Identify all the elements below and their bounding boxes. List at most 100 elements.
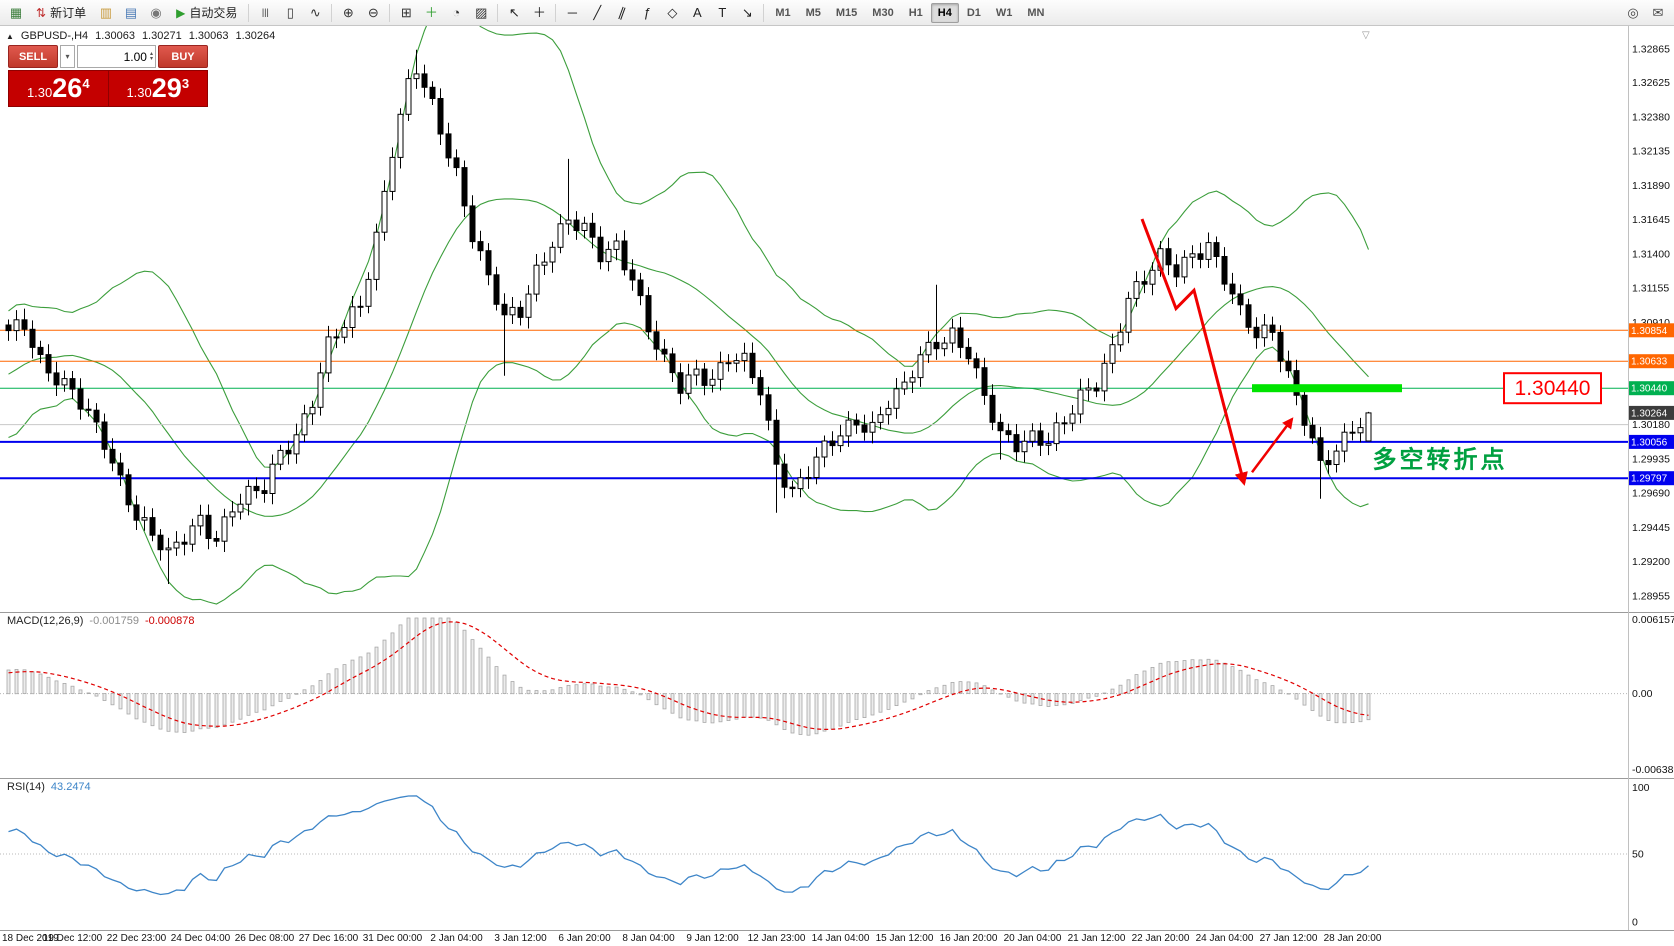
community-button[interactable]: ✉ [1646,2,1670,24]
templates-button[interactable]: ▨ [469,2,493,24]
zoom-out-button[interactable]: ⊖ [361,2,385,24]
ask-price-button[interactable]: 1.30 29 3 [109,71,208,106]
bull-candle [269,463,276,495]
bear-candle [213,538,220,542]
macd-histogram-bar [1166,661,1171,695]
draw-trendline-button[interactable]: ╱ [585,2,609,24]
new-chart-button[interactable]: ▦ [4,2,28,24]
new-indicator-icon: ＋ [424,5,438,20]
price-axis-tick: 1.32135 [1632,146,1670,158]
bull-candle [741,352,748,362]
toolbar-separator [763,3,765,22]
bear-candle [1229,283,1236,295]
bear-candle [789,486,796,490]
timeframe-mn-button[interactable]: MN [1020,3,1051,23]
candlestick-chart-button[interactable]: ▯ [278,2,302,24]
timeframe-m1-button[interactable]: M1 [768,3,797,23]
periods-button[interactable]: ◔ [444,2,468,24]
price-axis-tick: 1.32625 [1632,77,1670,89]
bid-price-button[interactable]: 1.30 26 4 [9,71,109,106]
alerts-button[interactable]: ◉ [144,2,168,24]
draw-arrows-icon: ↘ [741,5,753,20]
macd-histogram-bar [6,669,11,695]
draw-label-button[interactable]: T [710,2,734,24]
community-icon: ✉ [1652,5,1664,20]
sell-button[interactable]: SELL [8,45,58,68]
cursor-button[interactable]: ↖ [502,2,526,24]
macd-histogram-bar [622,688,627,695]
red-trend-arrow[interactable] [1140,218,1248,486]
autotrading-button[interactable]: ▶ 自动交易 [169,2,244,24]
timeframe-h4-button[interactable]: H4 [930,2,959,23]
draw-shapes-button[interactable]: ◇ [660,2,684,24]
stepper-down-icon[interactable]: ▾ [149,55,153,62]
macd-histogram-bar [1062,693,1067,706]
lot-stepper[interactable]: ▴ ▾ [149,50,153,62]
tile-windows-button[interactable]: ⊞ [394,2,418,24]
bear-candle [461,167,468,207]
pivot-point-annotation[interactable]: 多空转折点 [1373,446,1508,474]
buy-button[interactable]: BUY [158,45,208,68]
zoom-in-button[interactable]: ⊕ [336,2,360,24]
crosshair-button[interactable]: ＋ [527,2,551,24]
price-axis-tick: 1.29690 [1632,488,1670,500]
macd-histogram-bar [1182,660,1187,695]
bull-candle [317,372,324,408]
chart-shift-marker[interactable]: ▽ [1362,30,1370,41]
timeframe-m15-button[interactable]: M15 [829,3,864,23]
draw-hline-button[interactable]: ─ [560,2,584,24]
macd-axis-tick: 0.006157 [1632,614,1674,626]
profile-button[interactable]: ▤ [119,2,143,24]
bull-candle [557,223,564,248]
macd-pane[interactable]: 0.006157 0.00 -0.00638 [0,612,1674,778]
macd-histogram-bar [494,666,499,694]
price-badge-text: 1.30633 [1631,357,1668,368]
bull-candle [845,419,852,437]
lot-preset-dropdown[interactable]: ▾ [60,45,75,68]
time-axis[interactable]: 18 Dec 2019 19 Dec 12:00 22 Dec 23:00 24 De… [0,930,1674,946]
draw-channel-button[interactable]: ∥ [610,2,634,24]
draw-fibonacci-button[interactable]: ƒ [635,2,659,24]
macd-histogram-bar [830,693,835,730]
bull-candle [1029,430,1036,442]
macd-histogram-bar [270,693,275,707]
bear-candle [669,353,676,374]
search-button[interactable]: ◎ [1621,2,1645,24]
stepper-up-icon[interactable]: ▴ [149,50,153,57]
price-chart-pane[interactable]: ▽ 多空转折点 1.30440 1.32865 1.32625 1.32380 1.3213… [0,26,1674,612]
timeframe-w1-button[interactable]: W1 [989,3,1020,23]
macd-histogram-bar [518,686,523,695]
price-callout-box[interactable] [1503,372,1602,405]
timeframe-m5-button[interactable]: M5 [799,3,828,23]
rsi-pane[interactable]: 100 50 0 [0,778,1674,930]
draw-text-button[interactable]: A [685,2,709,24]
trade-panel-controls: SELL ▾ 1.00 ▴ ▾ BUY [8,45,208,68]
macd-axis-tick: -0.00638 [1632,764,1674,776]
bear-candle [653,331,660,350]
line-chart-button[interactable]: ∿ [303,2,327,24]
one-click-panel-toggle[interactable]: ▲ [6,31,14,41]
macd-histogram-bar [318,680,323,695]
crosshair-icon: ＋ [532,5,546,20]
new-order-icon: ⇅ [36,5,47,20]
timeframe-m30-button[interactable]: M30 [865,3,900,23]
price-badge-text: 1.30264 [1631,408,1668,419]
draw-arrows-button[interactable]: ↘ [735,2,759,24]
macd-histogram-bar [806,693,811,736]
support-highlight-bar[interactable] [1252,384,1402,393]
macd-histogram-bar [166,693,171,732]
red-bounce-arrow[interactable] [1251,417,1294,473]
symbol-period-label: GBPUSD-,H4 [20,30,89,42]
favorites-button[interactable]: ▥ [94,2,118,24]
bar-chart-button[interactable]: ||| [253,2,277,24]
price-badge-text: 1.30056 [1631,437,1668,448]
new-order-button[interactable]: ⇅ 新订单 [29,2,93,24]
timeframe-h1-button[interactable]: H1 [902,3,930,23]
lot-size-input[interactable]: 1.00 ▴ ▾ [77,45,156,68]
macd-histogram-bar [886,693,891,710]
bull-candle [549,246,556,263]
timeframe-d1-button[interactable]: D1 [960,3,988,23]
macd-histogram-bar [278,693,283,702]
time-axis-label: 24 Dec 04:00 [170,933,231,944]
new-indicator-button[interactable]: ＋ [419,2,443,24]
